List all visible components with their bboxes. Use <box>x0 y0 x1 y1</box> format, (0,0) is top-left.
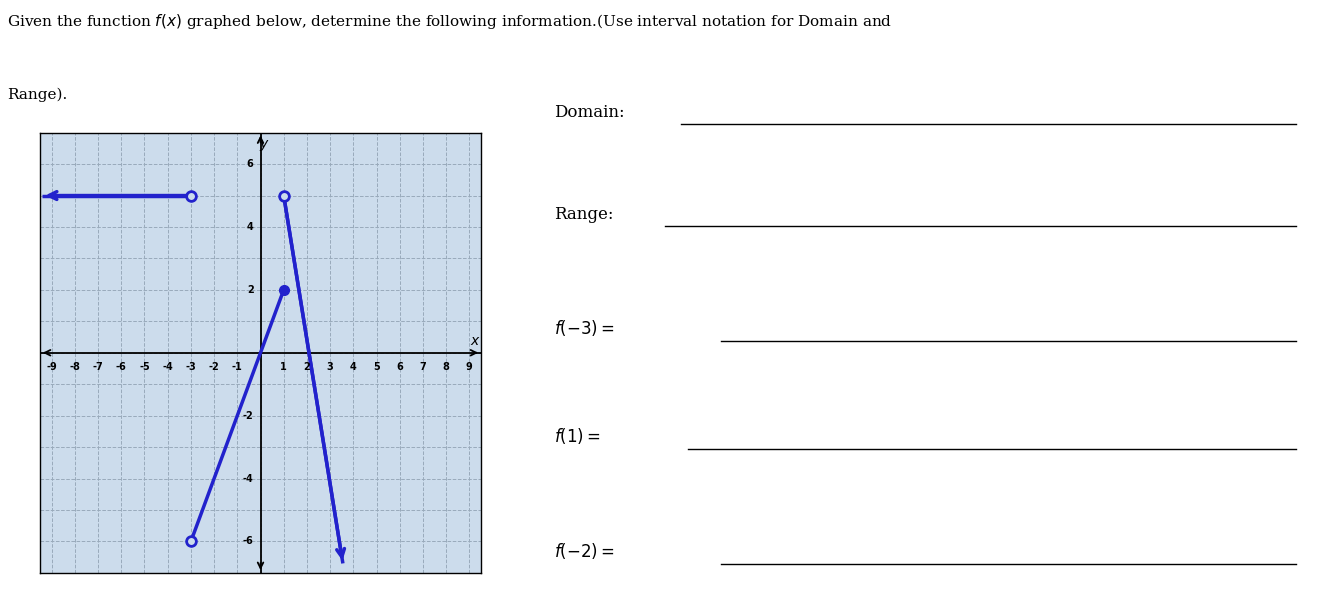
Text: 6: 6 <box>247 159 254 169</box>
Text: -2: -2 <box>243 411 254 421</box>
Text: 4: 4 <box>350 362 357 372</box>
Text: $x$: $x$ <box>470 334 481 348</box>
Text: 6: 6 <box>397 362 403 372</box>
Text: 2: 2 <box>303 362 310 372</box>
Text: $f(-3) =$: $f(-3) =$ <box>554 318 615 338</box>
Text: -3: -3 <box>186 362 196 372</box>
Text: Domain:: Domain: <box>554 104 625 121</box>
Text: -6: -6 <box>116 362 127 372</box>
Text: -8: -8 <box>69 362 80 372</box>
Text: 7: 7 <box>420 362 426 372</box>
Text: -1: -1 <box>232 362 243 372</box>
Text: Range).: Range). <box>7 87 67 102</box>
Text: -4: -4 <box>163 362 174 372</box>
Text: 1: 1 <box>281 362 287 372</box>
Text: -2: -2 <box>208 362 219 372</box>
Text: -4: -4 <box>243 473 254 484</box>
Text: 2: 2 <box>247 285 254 295</box>
Text: Range:: Range: <box>554 206 615 223</box>
Text: -5: -5 <box>139 362 150 372</box>
Text: $y$: $y$ <box>259 137 270 153</box>
Text: -7: -7 <box>92 362 103 372</box>
Text: -9: -9 <box>47 362 57 372</box>
Text: 5: 5 <box>373 362 379 372</box>
Text: 3: 3 <box>327 362 334 372</box>
Text: $f(-2) =$: $f(-2) =$ <box>554 541 615 561</box>
Text: 4: 4 <box>247 222 254 232</box>
Text: $f(1) =$: $f(1) =$ <box>554 426 601 446</box>
Text: 8: 8 <box>442 362 450 372</box>
Text: 9: 9 <box>466 362 473 372</box>
Text: Given the function $f(x)$ graphed below, determine the following information.(Us: Given the function $f(x)$ graphed below,… <box>7 12 892 31</box>
Text: -6: -6 <box>243 537 254 546</box>
